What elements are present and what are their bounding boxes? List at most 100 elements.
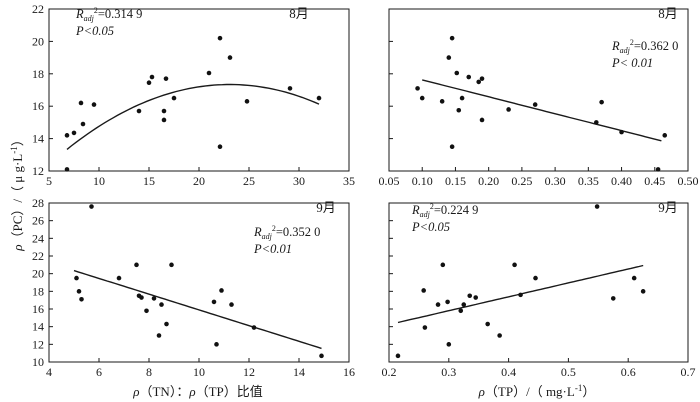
x-tick-label: 0.50 (678, 174, 699, 188)
data-point (136, 108, 142, 114)
data-point (64, 133, 70, 138)
data-point (229, 302, 234, 307)
r-superscript: 2 (94, 6, 98, 15)
x-axis-title-left-rho2: ρ (188, 384, 195, 399)
x-tick-label: 8 (146, 365, 152, 379)
x-tick-label: 5 (46, 174, 52, 188)
y-axis-title-rho: ρ (10, 245, 25, 252)
data-point (594, 204, 600, 209)
data-point (619, 129, 624, 135)
y-axis-title-main: （PC）/（ μ g·L (10, 154, 25, 245)
r-subscript: adj (262, 232, 273, 241)
panel-sep_tn_tp: 4 6 8 10 12 14 16 10 12 14 16 18 20 22 24 26 28 9月 Radj2=0… (32, 196, 355, 379)
x-axis-title-left-tp: （TP）比值 (196, 384, 263, 399)
data-point (655, 167, 661, 172)
y-tick-label: 18 (32, 284, 44, 298)
y-tick-label: 12 (32, 337, 44, 351)
data-point (479, 117, 485, 123)
data-point (449, 144, 455, 149)
data-point (449, 35, 455, 41)
p-value-label: P<0.01 (253, 242, 292, 256)
x-tick-label: 30 (293, 174, 305, 188)
x-tick-label: 0.4 (501, 365, 516, 379)
data-point (89, 204, 94, 209)
x-tick-label: 12 (243, 365, 255, 379)
data-point (217, 35, 223, 41)
data-point (134, 262, 139, 268)
data-point (76, 289, 82, 294)
x-tick-label: 0.25 (511, 174, 532, 188)
y-tick-label: 22 (32, 2, 44, 16)
data-point (440, 262, 446, 268)
data-point (316, 95, 322, 101)
data-point (78, 100, 84, 106)
data-point (171, 95, 177, 101)
panel-aug_tp: 0.05 0.10 0.15 0.20 0.25 0.30 0.35 0.40 0.45 0.50… (379, 6, 699, 188)
x-axis-title-right-main: （TP）/（ mg·L (485, 384, 575, 399)
data-point (139, 295, 144, 300)
data-point (458, 308, 464, 314)
data-point (244, 99, 250, 104)
x-axis-title-left-tn: （TN）： (139, 384, 189, 399)
x-axis-title-right-exp: -1 (575, 383, 583, 393)
data-point (156, 333, 162, 338)
data-point (435, 302, 441, 307)
x-tick-label: 15 (143, 174, 155, 188)
r-squared-label: Radj2=0.314 9 (75, 6, 142, 23)
x-tick-label: 35 (343, 174, 355, 188)
data-point (476, 79, 482, 85)
x-tick-label: 0.35 (578, 174, 599, 188)
data-point (512, 262, 517, 268)
data-point (161, 108, 167, 114)
r-superscript: 2 (272, 224, 276, 233)
x-tick-label: 0.05 (379, 174, 400, 188)
p-value-label: P<0.05 (75, 24, 114, 38)
y-tick-label: 22 (32, 249, 44, 263)
data-point (64, 167, 70, 172)
data-point (415, 86, 420, 91)
data-point (640, 289, 646, 294)
data-point (251, 325, 257, 330)
data-point (227, 55, 233, 60)
data-point (421, 288, 426, 293)
y-axis-title-exp: -1 (9, 146, 19, 154)
data-point (422, 325, 428, 330)
y-tick-label: 12 (32, 164, 44, 178)
data-point (91, 102, 97, 107)
x-tick-label: 0.20 (478, 174, 499, 188)
data-point (599, 99, 604, 105)
x-tick-label: 16 (343, 365, 355, 379)
p-value-label: P<0.05 (411, 220, 450, 234)
data-point (594, 120, 599, 125)
r-symbol: R (75, 7, 84, 21)
data-point (219, 288, 224, 293)
x-tick-label: 25 (243, 174, 255, 188)
y-tick-label: 24 (32, 231, 44, 245)
data-point (446, 342, 452, 347)
data-point (439, 99, 445, 104)
y-tick-label: 16 (32, 302, 44, 316)
data-point (631, 275, 637, 281)
data-point (116, 275, 122, 281)
data-point (533, 275, 538, 281)
data-point (446, 55, 452, 60)
x-axis-title-left: ρ（TN）：ρ（TP）比值 (132, 384, 263, 399)
data-point (473, 295, 479, 300)
x-tick-label: 0.30 (545, 174, 566, 188)
r-squared-label: Radj2=0.362 0 (611, 38, 678, 55)
x-tick-label: 6 (96, 365, 102, 379)
y-tick-label: 14 (32, 320, 44, 334)
x-tick-label: 4 (46, 365, 52, 379)
data-point (454, 70, 460, 76)
panel-aug_tn_tp: 5 10 15 20 25 30 35 12 14 16 18 20 22 8月 Radj2=0.314 9… (32, 2, 355, 188)
x-tick-label: 10 (93, 174, 105, 188)
data-point (151, 296, 157, 301)
x-tick-label: 0.6 (621, 365, 636, 379)
fit-line (73, 269, 322, 350)
y-tick-label: 26 (32, 214, 44, 228)
x-tick-label: 20 (193, 174, 205, 188)
r-value: =0.362 0 (634, 39, 679, 53)
x-tick-label: 0.7 (681, 365, 696, 379)
